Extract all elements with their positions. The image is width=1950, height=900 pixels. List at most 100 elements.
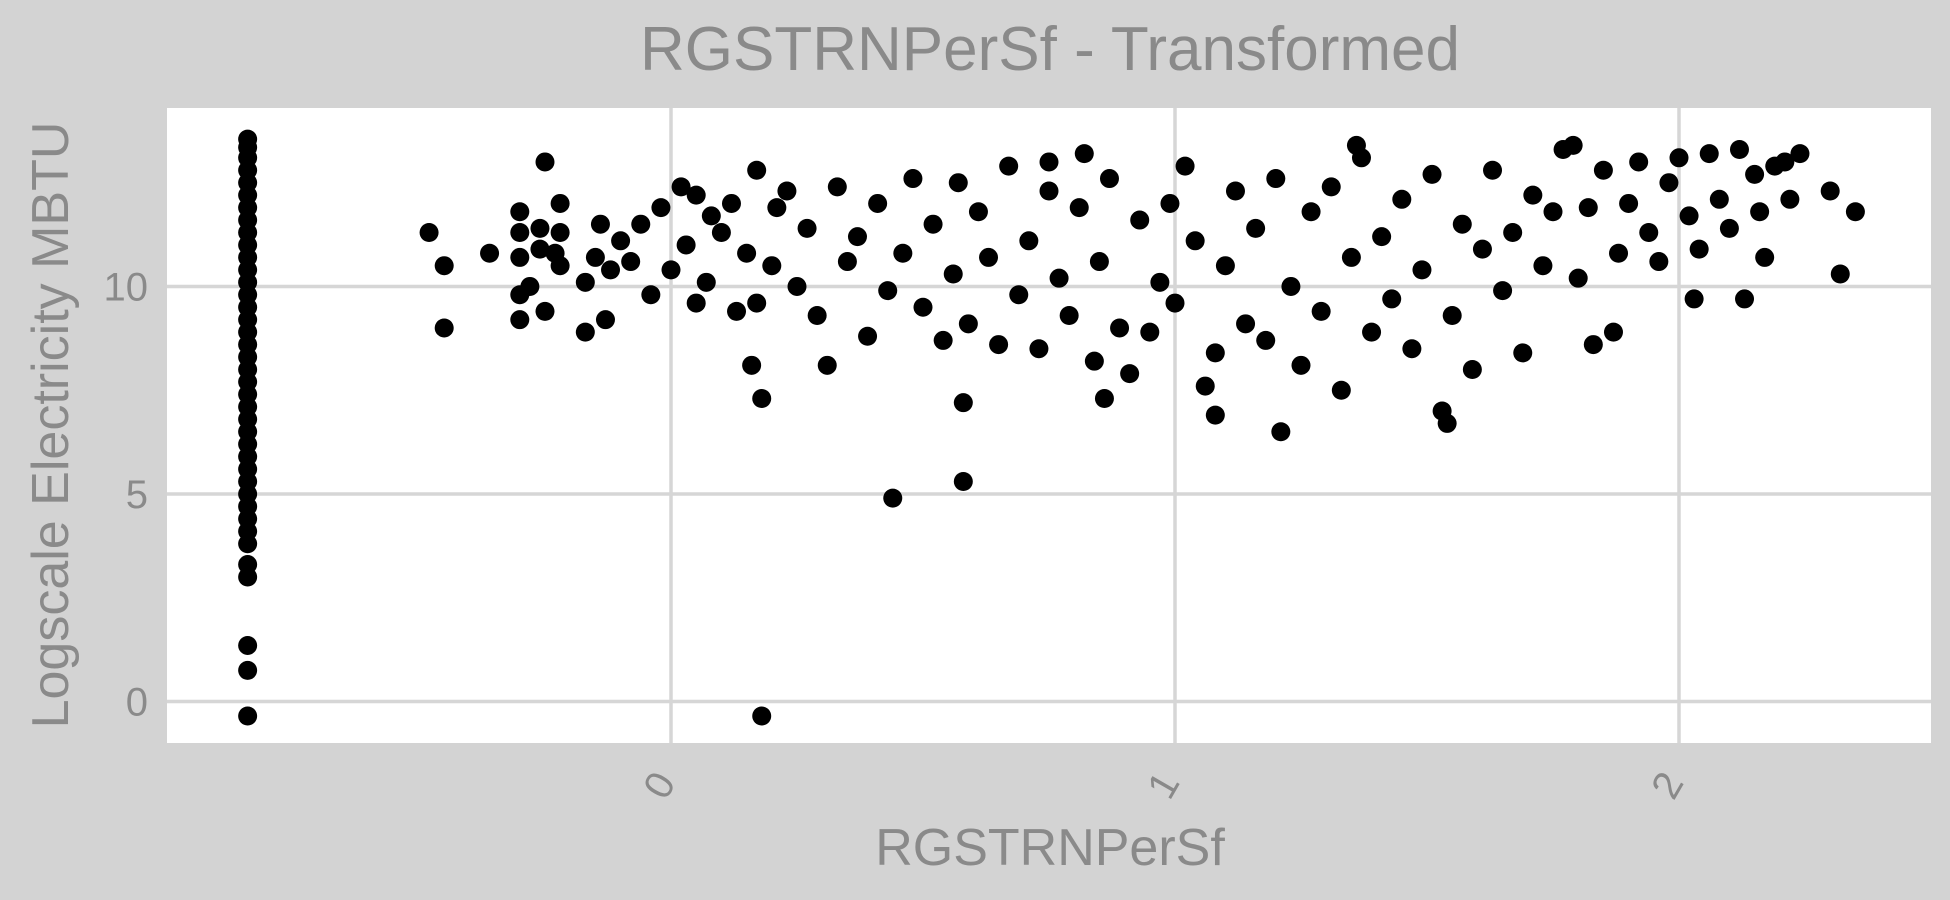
data-point [1311, 301, 1331, 321]
data-point [752, 389, 772, 409]
data-point [1392, 189, 1412, 209]
data-point [621, 252, 641, 272]
data-point [510, 202, 530, 222]
data-point [1351, 148, 1371, 168]
data-point [631, 214, 651, 234]
data-point [1150, 272, 1170, 292]
data-point [1543, 202, 1563, 222]
data-point [827, 177, 847, 197]
y-tick-label: 10 [104, 265, 149, 309]
data-point [651, 198, 671, 218]
data-point [1185, 231, 1205, 251]
data-point [883, 488, 903, 508]
data-point [1603, 322, 1623, 342]
data-point [1729, 140, 1749, 160]
data-point [1709, 189, 1729, 209]
data-point [1442, 306, 1462, 326]
data-point [1120, 364, 1140, 384]
data-point [1205, 405, 1225, 425]
data-point [1321, 177, 1341, 197]
data-point [752, 706, 772, 726]
data-point [1049, 268, 1069, 288]
data-point [953, 472, 973, 492]
data-point [1609, 243, 1629, 263]
data-point [1059, 306, 1079, 326]
data-point [878, 281, 898, 301]
data-point [1074, 144, 1094, 164]
data-point [1513, 343, 1533, 363]
data-point [1372, 227, 1392, 247]
data-point [575, 322, 595, 342]
grid-lines [167, 108, 1931, 743]
data-point [923, 214, 943, 234]
plot-panel [167, 108, 1931, 743]
data-point [1578, 198, 1598, 218]
data-point [943, 264, 963, 284]
data-point [1195, 376, 1215, 396]
chart-title: RGSTRNPerSf - Transformed [640, 15, 1460, 84]
data-point [434, 256, 454, 276]
data-point [1215, 256, 1235, 276]
data-point [1291, 355, 1311, 375]
data-point [480, 243, 500, 263]
data-point [958, 314, 978, 334]
data-point [1830, 264, 1850, 284]
data-point [676, 235, 696, 255]
data-point [968, 202, 988, 222]
data-point [742, 355, 762, 375]
data-point [1205, 343, 1225, 363]
data-point [1699, 144, 1719, 164]
data-point [585, 247, 605, 267]
data-point [893, 243, 913, 263]
data-point [1412, 260, 1432, 280]
data-point [1246, 218, 1266, 238]
data-point [721, 193, 741, 213]
data-point [686, 293, 706, 313]
data-point [1266, 169, 1286, 189]
data-point [1039, 181, 1059, 201]
data-point [535, 301, 555, 321]
data-point [686, 185, 706, 205]
data-point [979, 247, 999, 267]
data-point [1750, 202, 1770, 222]
data-point [510, 310, 530, 330]
data-point [837, 252, 857, 272]
data-point [1331, 380, 1351, 400]
data-point [1281, 276, 1301, 296]
data-point [1422, 164, 1442, 184]
data-point [520, 276, 540, 296]
data-point [1140, 322, 1160, 342]
data-point [1462, 359, 1482, 379]
data-point [1669, 148, 1689, 168]
data-point [1639, 223, 1659, 243]
data-point [1175, 156, 1195, 176]
data-point [727, 301, 747, 321]
data-point [1472, 239, 1492, 259]
data-point [1069, 198, 1089, 218]
data-point [777, 181, 797, 201]
data-point [948, 173, 968, 193]
data-point [1755, 247, 1775, 267]
data-point [575, 272, 595, 292]
data-point [611, 231, 631, 251]
data-point [434, 318, 454, 338]
data-point [1271, 422, 1291, 442]
y-tick-label: 5 [126, 473, 148, 517]
data-point [762, 256, 782, 276]
data-point [1790, 144, 1810, 164]
data-point [1684, 289, 1704, 309]
data-point [1452, 214, 1472, 234]
data-point [1583, 335, 1603, 355]
data-point [530, 239, 550, 259]
data-point [999, 156, 1019, 176]
data-point [1165, 293, 1185, 313]
data-point [1563, 135, 1583, 155]
data-point [1745, 164, 1765, 184]
data-point [1437, 413, 1457, 433]
data-point [711, 223, 731, 243]
data-point [1679, 206, 1699, 226]
data-point [807, 306, 827, 326]
data-point [1382, 289, 1402, 309]
y-axis-title: Logscale Electricity MBTU [22, 122, 80, 729]
data-point [1019, 231, 1039, 251]
